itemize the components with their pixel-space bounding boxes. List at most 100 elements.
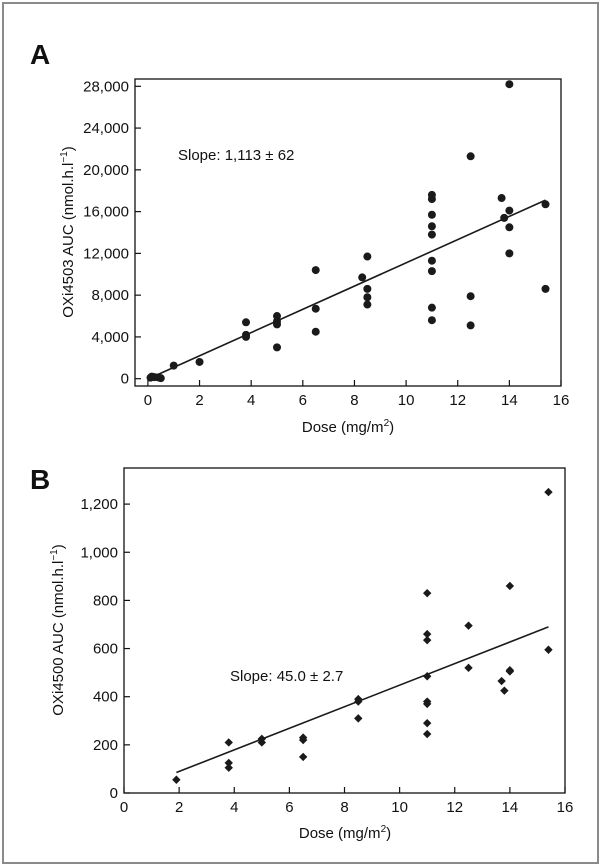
x-tick-label: 8 [350, 392, 358, 409]
data-point [427, 256, 436, 265]
panel-a-points [146, 80, 550, 383]
panel-b-y-axis-title-sup: −1 [49, 549, 60, 561]
data-point [422, 635, 432, 645]
data-point [500, 686, 509, 695]
data-point [505, 249, 514, 258]
y-tick-label: 20,000 [83, 162, 129, 179]
panel-b-x-axis-title-sup: 2 [381, 824, 387, 835]
panel-b-y-axis-title: OXi4500 AUC (nmol.h.l−1) [49, 544, 67, 715]
data-point [544, 487, 553, 497]
data-point [169, 361, 178, 370]
data-point [156, 374, 165, 383]
data-point [500, 213, 509, 222]
y-tick-label: 28,000 [83, 78, 129, 95]
data-point [505, 206, 514, 215]
panel-b-x-ticks: 0 2 4 6 8 10 12 14 16 [120, 787, 574, 816]
data-point [427, 230, 436, 239]
data-point [298, 733, 308, 742]
x-tick-label: 10 [398, 392, 415, 409]
x-tick-label: 0 [144, 392, 152, 409]
x-tick-label: 14 [501, 392, 518, 409]
panel-a-x-axis-title-end: ) [389, 419, 394, 436]
panel-b-y-axis-title-main: OXi4500 AUC (nmol.h.l [50, 561, 67, 716]
data-point [544, 645, 553, 654]
panel-b-y-axis-title-end: ) [50, 544, 67, 549]
panel-a-x-ticks: 0 2 4 6 8 10 12 14 16 [144, 380, 570, 409]
x-tick-label: 0 [120, 799, 128, 816]
panel-a-y-axis-title-main: OXi4503 AUC (nmol.h.l [60, 163, 77, 318]
data-point [422, 697, 432, 706]
data-point [358, 273, 367, 282]
data-point [497, 676, 506, 686]
y-tick-label: 200 [93, 737, 118, 754]
panel-a-fit-line [147, 199, 546, 380]
panel-b-slope-annotation: Slope: 45.0 ± 2.7 [230, 668, 343, 685]
y-tick-label: 400 [93, 689, 118, 706]
panel-a-slope-annotation: Slope: 1,113 ± 62 [178, 147, 294, 164]
x-tick-label: 4 [247, 392, 255, 409]
x-tick-label: 8 [340, 799, 348, 816]
panel-a-y-axis-title-end: ) [60, 146, 77, 151]
data-point [224, 738, 233, 747]
y-tick-label: 12,000 [83, 245, 129, 262]
x-tick-label: 16 [553, 392, 570, 409]
panel-b-x-axis-title-end: ) [386, 825, 391, 842]
data-point [427, 222, 436, 231]
data-point [363, 293, 372, 302]
panel-a: A 0 4,000 8,000 12,000 16,000 20,000 24,000 28,… [30, 39, 569, 436]
data-point [427, 316, 436, 325]
y-tick-label: 24,000 [83, 120, 129, 137]
data-point [354, 714, 363, 723]
data-point [311, 304, 320, 313]
x-tick-label: 14 [502, 799, 519, 816]
data-point [497, 194, 506, 203]
data-point [505, 80, 514, 89]
x-tick-label: 6 [299, 392, 307, 409]
y-tick-label: 0 [121, 371, 129, 388]
data-point [354, 694, 363, 704]
data-point [541, 284, 550, 293]
panel-a-x-axis-title-main: Dose (mg/m [302, 419, 384, 436]
panel-b-x-axis-title-main: Dose (mg/m [299, 825, 381, 842]
y-tick-label: 600 [93, 641, 118, 658]
y-tick-label: 16,000 [83, 204, 129, 221]
panel-b-y-ticks: 0 200 400 600 800 1,000 1,200 [80, 496, 130, 802]
data-point [427, 190, 436, 199]
data-point [422, 672, 432, 681]
data-point [224, 758, 233, 768]
panel-a-plot-frame [134, 78, 562, 387]
panel-a-letter: A [30, 39, 50, 70]
x-tick-label: 4 [230, 799, 238, 816]
y-tick-label: 1,000 [80, 544, 118, 561]
data-point [466, 152, 475, 161]
data-point [242, 330, 251, 339]
data-point [505, 581, 515, 591]
panel-a-y-axis-title: OXi4503 AUC (nmol.h.l−1) [59, 146, 77, 317]
data-point [195, 357, 204, 366]
panel-a-x-axis-title: Dose (mg/m2) [302, 418, 394, 436]
data-point [427, 267, 436, 276]
x-tick-label: 16 [557, 799, 574, 816]
data-point [298, 752, 308, 762]
y-tick-label: 4,000 [91, 329, 129, 346]
data-point [422, 588, 432, 598]
data-point [541, 200, 550, 209]
data-point [466, 292, 475, 301]
panel-b-fit-line [176, 626, 549, 774]
x-tick-label: 10 [391, 799, 408, 816]
data-point [273, 312, 281, 321]
y-tick-label: 8,000 [91, 287, 129, 304]
data-point [422, 718, 432, 728]
data-point [257, 734, 267, 744]
y-tick-label: 0 [110, 785, 118, 802]
x-tick-label: 12 [446, 799, 463, 816]
data-point [422, 629, 432, 639]
data-point [363, 284, 372, 293]
data-point [363, 252, 372, 261]
x-tick-label: 2 [195, 392, 203, 409]
panel-a-y-ticks: 0 4,000 8,000 12,000 16,000 20,000 24,000 28,00… [83, 78, 141, 388]
x-tick-label: 2 [175, 799, 183, 816]
